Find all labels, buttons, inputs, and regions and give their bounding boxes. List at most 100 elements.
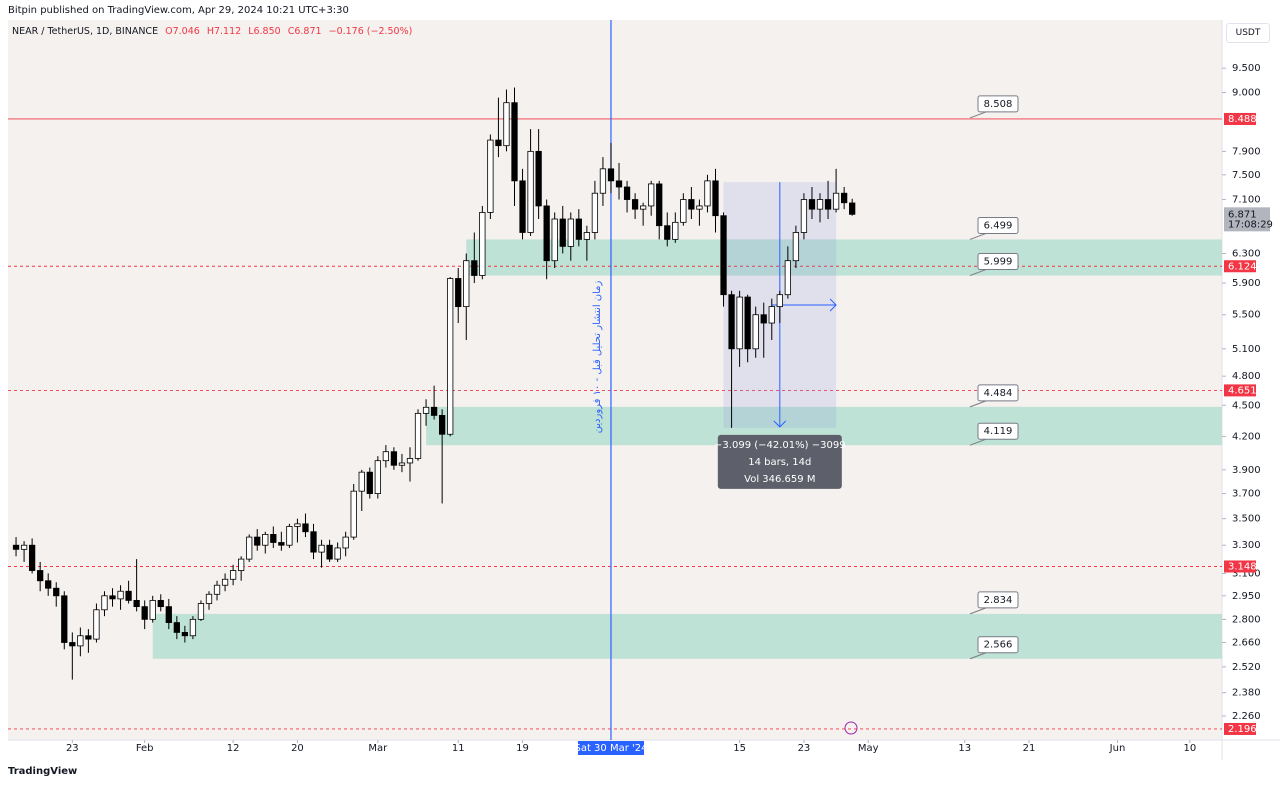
x-tick-label: 15 [733,743,746,754]
candle-body [551,218,558,262]
level-label-bg [1224,722,1256,735]
candle-body [28,544,36,571]
candle-body [157,600,164,608]
candle-body [318,544,325,553]
candle-body [173,622,180,633]
candle-body [463,260,470,308]
candle-body [648,183,655,207]
candle-body [414,412,422,459]
candle-body [567,218,574,247]
x-tick-label: 23 [66,743,79,754]
candle-body [808,199,816,210]
callout-label: 4.484 [984,388,1013,399]
legend: NEAR / TetherUS, 1D, BINANCE O7.046 H7.1… [12,26,416,37]
callout-box [977,422,1019,440]
candle-body [543,205,550,262]
footer-logo: TradingView [8,766,78,777]
candle-body [615,180,623,188]
level-label: 2.196 [1228,724,1257,735]
symbol: NEAR / TetherUS, 1D, BINANCE [12,26,159,37]
callout-box [977,216,1019,234]
candle-body [607,168,615,182]
level-label-bg [1224,384,1256,397]
candle-body [406,458,414,464]
x-tick-label: Feb [136,743,154,754]
candle-body [840,192,848,204]
candle-body [69,642,76,647]
candle-body [519,180,526,233]
candle-body [744,296,751,350]
candle-body [495,139,502,147]
candle-body [302,523,309,533]
callout-box [977,591,1019,609]
x-tick-label: 21 [1023,743,1036,754]
candle-body [205,593,213,604]
y-tick-label: 2.380 [1232,688,1261,699]
y-tick-label: 3.700 [1232,489,1261,500]
callout-pointer [969,438,987,446]
callout-box [977,95,1019,113]
candle-body [511,102,518,182]
candle-body [849,202,856,215]
candle-body [238,558,245,571]
candle-body [559,218,566,247]
callout-pointer [969,269,987,277]
candle-body [61,595,68,643]
candle-body [479,212,486,276]
y-tick-label: 9.500 [1232,63,1261,74]
candle-body [334,547,341,560]
level-label-bg [1224,112,1256,125]
candle-body [688,199,695,210]
candle-body [736,296,743,350]
x-tick-label: May [858,743,879,754]
y-tick-label: 2.660 [1232,637,1261,648]
callout-label: 2.566 [984,640,1013,651]
candle-body [229,570,237,580]
candle-body [832,192,840,210]
callout-box [977,253,1019,271]
candle-body [77,635,84,647]
candle-body [246,536,253,560]
level-label: 3.148 [1228,561,1257,572]
candle-body [768,306,775,324]
candle-body [37,570,44,582]
y-tick-label: 5.100 [1232,344,1261,355]
y-tick-label: 7.900 [1232,146,1261,157]
candle-body [776,294,783,308]
x-tick-label: 23 [798,743,811,754]
y-tick-label: 5.500 [1232,310,1261,321]
candle-body [350,490,357,538]
callout-label: 4.119 [984,426,1013,437]
callout-pointer [969,400,987,408]
currency-button[interactable]: USDT [1226,23,1270,43]
y-tick-label: 3.500 [1232,514,1261,525]
level-label-bg [1224,560,1256,573]
candle-body [197,603,205,620]
candle-body [439,415,446,435]
candle-body [85,635,92,640]
ohlc-value: O7.046 [165,26,200,37]
x-tick-label: 10 [1183,743,1196,754]
candle-body [527,150,534,233]
y-tick-label: 3.100 [1232,568,1261,579]
candle-body [591,192,599,233]
candle-body [599,168,607,194]
candle-body [487,139,494,213]
candle-body [398,462,406,466]
y-tick-label: 2.260 [1232,711,1261,722]
candle-body [213,584,221,595]
candle-body [326,544,333,560]
candle-body [149,600,156,620]
candle-body [800,199,808,233]
callout-box [977,636,1019,654]
candle-body [342,536,349,549]
x-tick-label: 20 [291,743,304,754]
y-tick-label: 3.900 [1232,465,1261,476]
candle-body [294,523,301,527]
y-tick-label: 4.800 [1232,371,1261,382]
candle-body [680,199,687,223]
callout-pointer [969,232,987,240]
candle-body [382,451,390,462]
